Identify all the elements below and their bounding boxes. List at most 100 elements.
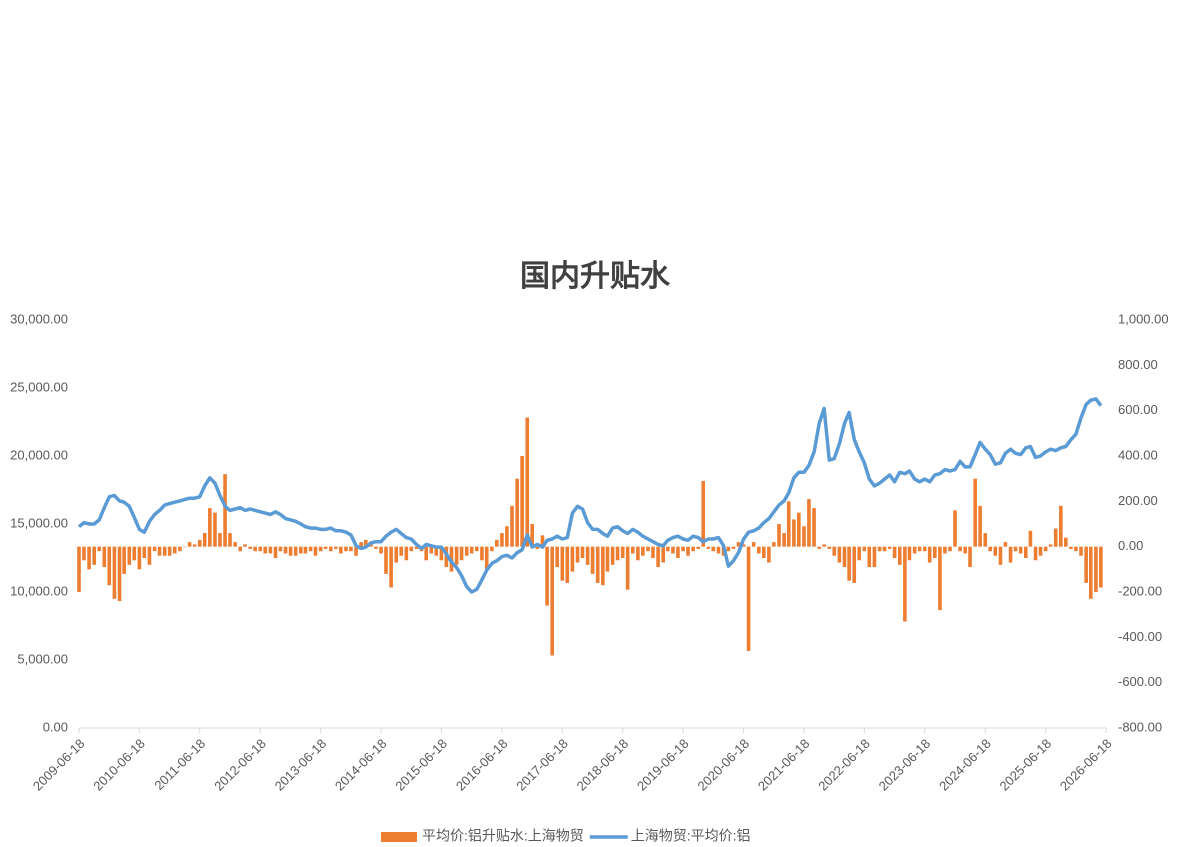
bar <box>389 546 393 588</box>
bar <box>767 546 771 563</box>
bar <box>374 546 378 549</box>
bar <box>711 546 716 552</box>
bar <box>293 546 298 556</box>
bar <box>1043 546 1048 552</box>
bar <box>988 546 993 552</box>
bar <box>404 546 409 561</box>
bar <box>731 546 736 549</box>
bar <box>1084 546 1088 583</box>
bar <box>615 546 620 561</box>
bar <box>817 546 821 549</box>
bar <box>837 546 842 563</box>
bar <box>590 546 595 574</box>
bar <box>580 546 585 558</box>
chart-title: 国内升贴水 <box>520 260 671 293</box>
bar <box>882 546 887 552</box>
bar <box>414 546 419 549</box>
bar <box>505 526 509 547</box>
bar <box>132 546 137 561</box>
y2-tick-label: 0.00 <box>1118 538 1143 553</box>
bar <box>137 546 142 570</box>
bar <box>92 546 97 565</box>
bar <box>459 546 464 561</box>
bar <box>620 546 625 558</box>
bar <box>706 546 711 549</box>
bar <box>726 546 731 552</box>
bar <box>349 546 353 552</box>
bar <box>1018 546 1023 554</box>
legend-label: 上海物贸:平均价:铝 <box>631 828 751 844</box>
x-tick-label: 2013-06-18 <box>272 736 330 794</box>
bar <box>323 546 328 549</box>
x-tick-label: 2016-06-18 <box>453 736 511 794</box>
bar <box>938 546 942 611</box>
bar <box>716 546 721 554</box>
bar <box>998 546 1003 565</box>
bar <box>122 546 126 574</box>
bar <box>268 546 273 554</box>
bar <box>278 546 283 552</box>
bar <box>948 546 952 552</box>
bar <box>197 539 202 547</box>
bar <box>565 546 570 583</box>
bar <box>1094 546 1098 592</box>
bar <box>182 546 187 548</box>
bar <box>852 546 857 583</box>
y2-tick-label: 400.00 <box>1118 447 1158 462</box>
bar <box>253 546 257 552</box>
bar <box>248 546 252 549</box>
bar <box>223 474 227 547</box>
bar <box>686 546 690 556</box>
bar <box>1059 505 1063 547</box>
bar <box>867 546 872 568</box>
bar <box>238 546 243 552</box>
bar <box>555 546 559 568</box>
bar <box>671 546 675 554</box>
bar <box>525 417 530 547</box>
x-tick-label: 2024-06-18 <box>936 736 994 794</box>
bar <box>228 533 232 547</box>
bar <box>701 480 706 547</box>
bar <box>550 546 555 656</box>
bar <box>872 546 877 568</box>
bar <box>520 456 524 547</box>
y-tick-label: 5,000.00 <box>17 651 68 666</box>
bar <box>1079 546 1083 556</box>
x-tick-label: 2025-06-18 <box>997 736 1055 794</box>
bar <box>827 546 832 549</box>
bar <box>545 546 549 606</box>
bar <box>454 546 459 565</box>
bar <box>1064 537 1068 547</box>
bar <box>1023 546 1028 558</box>
bar <box>424 546 428 561</box>
bar <box>82 546 86 561</box>
bar <box>777 524 781 547</box>
bar <box>172 546 177 554</box>
x-tick-label: 2023-06-18 <box>876 736 934 794</box>
bar <box>1038 546 1043 556</box>
bar <box>540 535 545 547</box>
bar <box>1069 546 1073 549</box>
bar <box>1099 546 1103 588</box>
x-tick-label: 2009-06-18 <box>30 736 88 794</box>
x-tick-label: 2015-06-18 <box>392 736 450 794</box>
bar <box>822 544 826 547</box>
bar <box>379 546 383 554</box>
bar <box>691 546 695 552</box>
y-tick-label: 15,000.00 <box>10 515 68 530</box>
bar <box>167 546 172 556</box>
bar <box>887 546 892 549</box>
bar <box>575 546 580 563</box>
bar <box>515 478 519 547</box>
y-tick-label: 0.00 <box>43 719 68 734</box>
bar <box>490 546 494 552</box>
y2-tick-label: 800.00 <box>1118 357 1158 372</box>
bar <box>429 546 434 554</box>
bar <box>917 546 922 552</box>
y2-tick-label: 600.00 <box>1118 402 1158 417</box>
x-tick-label: 2014-06-18 <box>332 736 390 794</box>
bar <box>636 546 640 561</box>
bar <box>308 546 313 552</box>
bar <box>1074 546 1078 552</box>
bar <box>877 546 882 552</box>
